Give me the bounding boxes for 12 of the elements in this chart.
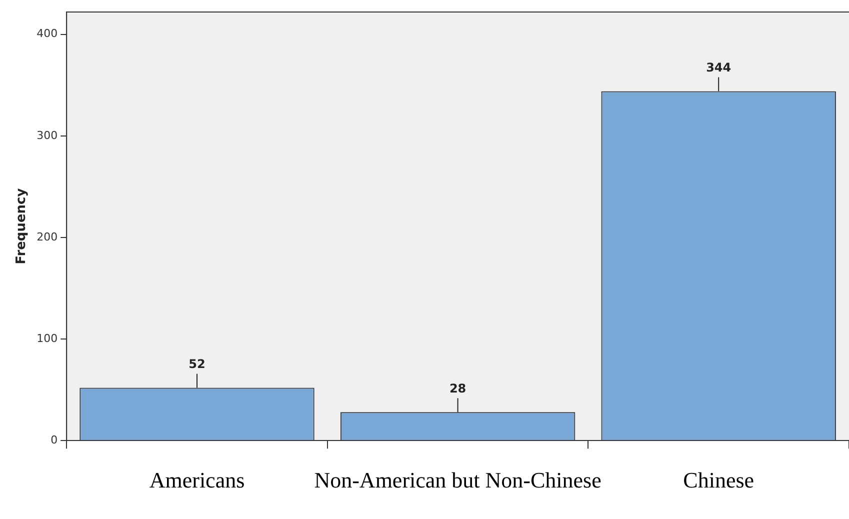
data-label: 28 [449, 381, 466, 396]
y-tick-label: 0 [50, 433, 58, 446]
y-tick-label: 300 [36, 128, 58, 142]
data-label: 52 [188, 356, 206, 371]
y-tick-label: 400 [36, 27, 58, 40]
x-tick-label: Americans [149, 468, 245, 493]
data-label: 344 [706, 60, 732, 74]
y-tick-label: 200 [36, 230, 58, 244]
y-axis-title: Frequency [14, 188, 30, 264]
x-tick-label: Non-American but Non-Chinese [314, 468, 602, 493]
y-tick-label: 100 [36, 332, 58, 345]
x-tick-label: Chinese [683, 468, 754, 493]
